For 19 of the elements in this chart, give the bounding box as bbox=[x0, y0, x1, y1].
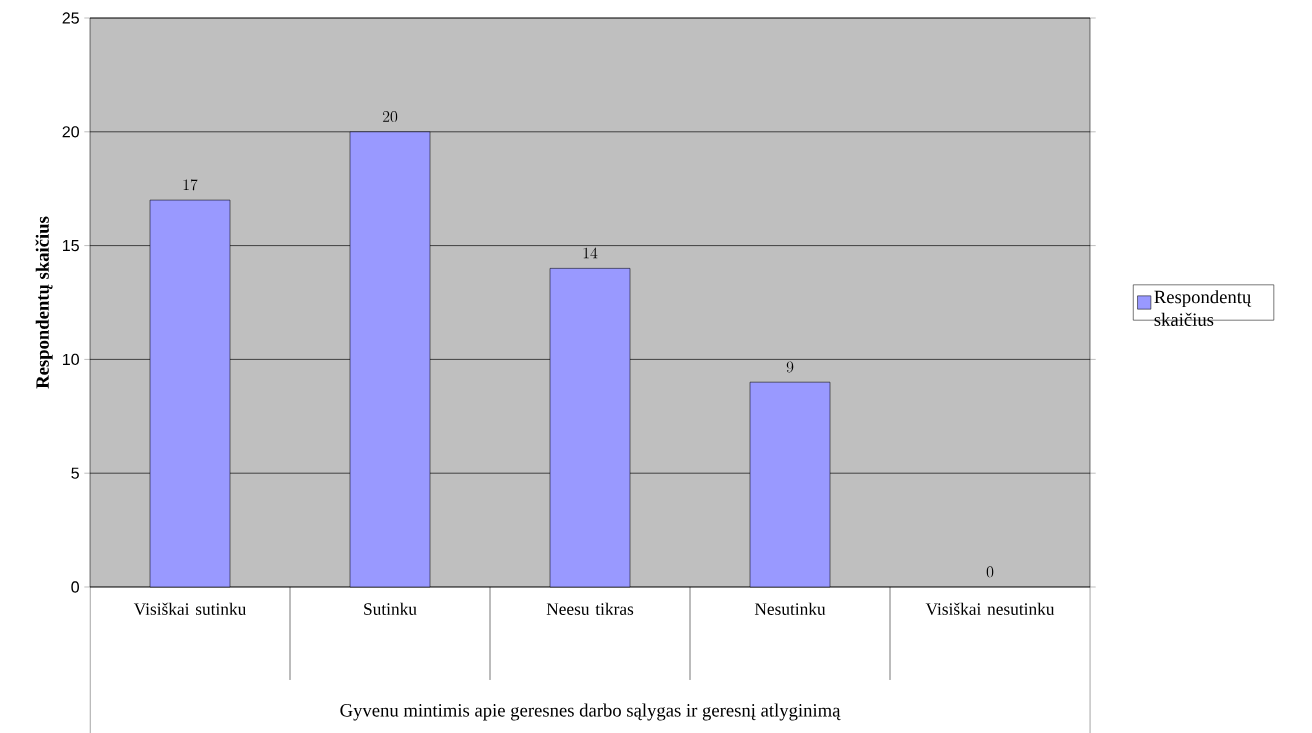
data-label: 0 bbox=[986, 566, 994, 578]
y-tick-label: 5 bbox=[71, 467, 79, 479]
data-label: 14 bbox=[583, 247, 598, 259]
x-tick-label: Visiškai sutinku bbox=[133, 602, 246, 615]
y-tick-label: 10 bbox=[63, 353, 79, 365]
y-tick-label: 0 bbox=[71, 581, 79, 593]
x-axis-title: Gyvenu mintimis apie geresnes darbo sąlygas ir geresnį atlyginimą bbox=[340, 703, 841, 721]
y-tick-label: 15 bbox=[63, 239, 79, 252]
x-tick-label: Neesu tikras bbox=[546, 602, 634, 615]
data-label: 9 bbox=[786, 361, 794, 373]
x-tick-label: Visiškai nesutinku bbox=[925, 602, 1055, 615]
x-tick-label: Nesutinku bbox=[754, 602, 826, 615]
legend-label: Respondentų skaičius bbox=[1154, 290, 1252, 326]
y-tick-label: 25 bbox=[62, 12, 79, 24]
data-label: 17 bbox=[183, 179, 198, 191]
y-tick-label: 20 bbox=[62, 126, 79, 138]
y-axis-title: Respondentų skaičius bbox=[35, 216, 53, 389]
data-label: 20 bbox=[382, 110, 398, 122]
x-tick-label: Sutinku bbox=[364, 602, 417, 615]
